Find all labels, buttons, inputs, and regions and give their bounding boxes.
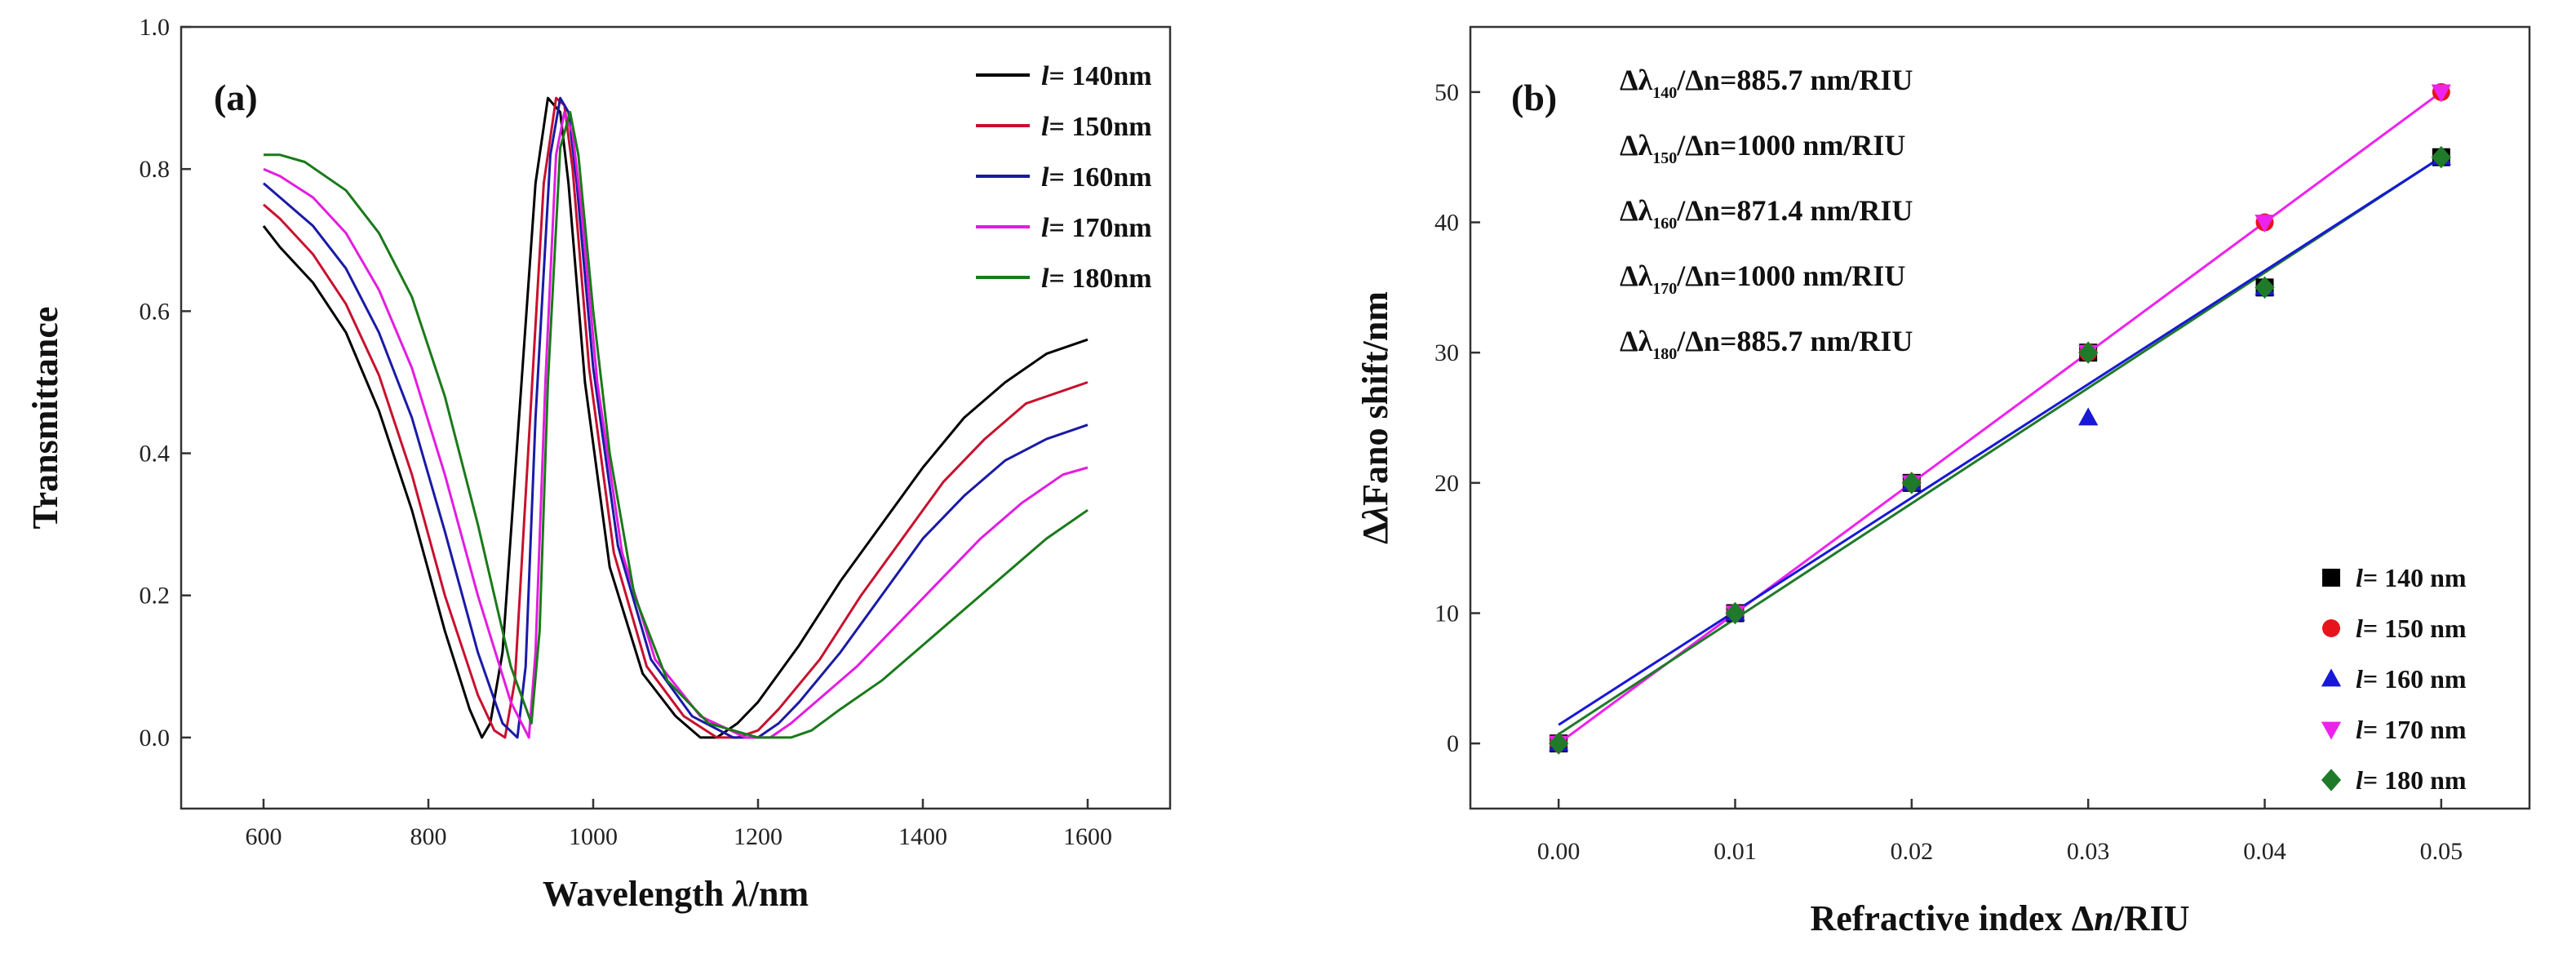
legend-entry: l= 150nm: [1041, 112, 1152, 142]
x-tick-label: 0.05: [2420, 838, 2463, 865]
series-line-3: [263, 96, 1088, 739]
legend-entry: l= 160nm: [1041, 162, 1152, 193]
y-tick-label: 1.0: [140, 14, 171, 41]
sensitivity-annotation: Δλ180/Δn=885.7 nm/RIU: [1620, 325, 1913, 363]
x-tick-label: 0.02: [1891, 838, 1934, 865]
sensitivity-annotation: Δλ140/Δn=885.7 nm/RIU: [1620, 64, 1913, 102]
fit-line-2: [1558, 156, 2442, 736]
panel-a-x-ticks: 600 800 1000 1200 1400 1600: [246, 799, 1112, 850]
data-point: [2431, 145, 2451, 169]
x-tick-label: 1400: [898, 823, 947, 850]
data-point: [2078, 407, 2099, 426]
data-point: [2255, 215, 2275, 233]
legend-marker: [2322, 569, 2340, 587]
legend-marker: [2321, 721, 2342, 740]
fit-line-3: [1558, 156, 2442, 726]
x-tick-label: 1600: [1063, 823, 1112, 850]
panel-a-legend: l= 140nm l= 150nm l= 160nm l= 170nm l= 180nm: [976, 61, 1152, 294]
y-tick-label: 0.4: [140, 441, 171, 468]
legend-entry: l= 180nm: [1041, 264, 1152, 294]
y-tick-label: 10: [1434, 601, 1459, 627]
legend-entry: l= 150 nm: [2356, 614, 2467, 643]
legend-entry: l= 140nm: [1041, 61, 1152, 91]
fit-line-1: [1558, 91, 2442, 745]
panel-b-sensitivity-annotations: Δλ140/Δn=885.7 nm/RIU Δλ150/Δn=1000 nm/RI…: [1620, 64, 1913, 363]
panel-b-fit-lines: [1558, 91, 2442, 745]
legend-entry: l= 170 nm: [2356, 715, 2467, 744]
x-tick-label: 1200: [734, 823, 783, 850]
series-line-2: [263, 96, 1088, 739]
y-tick-label: 0.8: [140, 156, 171, 183]
panel-a-plot-frame: [180, 25, 1172, 810]
x-tick-label: 0.01: [1714, 838, 1757, 865]
x-tick-label: 0.03: [2067, 838, 2110, 865]
sensitivity-annotation: Δλ150/Δn=1000 nm/RIU: [1620, 129, 1905, 167]
panel-b-fano-shift-chart: 0 10 20 30 40 50 0.00 0.01 0.02 0.03 0.04 0.05 (b)…: [1355, 25, 2531, 938]
panel-b-x-ticks: 0.00 0.01 0.02 0.03 0.04 0.05: [1537, 799, 2463, 865]
panel-b-data-points: [1549, 82, 2451, 755]
panel-b-label: (b): [1511, 77, 1557, 118]
data-point: [2255, 276, 2275, 299]
data-point: [2078, 341, 2099, 364]
series-line-1: [262, 96, 1088, 739]
legend-marker: [2321, 668, 2342, 687]
sensitivity-annotation: Δλ170/Δn=1000 nm/RIU: [1620, 259, 1905, 298]
legend-marker: [2321, 769, 2342, 791]
legend-entry: l= 170nm: [1041, 213, 1152, 243]
x-tick-label: 800: [410, 823, 447, 850]
series-line-5: [264, 111, 1088, 739]
panel-a-y-axis-label: Transmittance: [25, 307, 65, 530]
legend-marker: [2322, 619, 2340, 637]
panel-a-x-axis-label: Wavelength λ/nm: [543, 874, 809, 914]
x-tick-label: 600: [246, 823, 282, 850]
x-tick-label: 0.00: [1537, 838, 1581, 865]
panel-a-series-lines: [262, 96, 1088, 739]
series-line-4: [263, 111, 1088, 739]
legend-entry: l= 180 nm: [2356, 765, 2467, 795]
y-tick-label: 0.0: [140, 725, 171, 751]
data-point: [1725, 601, 1745, 625]
y-tick-label: 0.2: [140, 583, 171, 609]
panel-b-x-axis-label: Refractive index Δn/RIU: [1810, 898, 2189, 938]
legend-entry: l= 160 nm: [2356, 664, 2467, 694]
data-point: [2431, 84, 2451, 103]
panel-b-y-ticks: 0 10 20 30 40 50: [1434, 79, 1480, 757]
x-tick-label: 1000: [569, 823, 618, 850]
panel-b-plot-frame: [1469, 25, 2531, 810]
y-tick-label: 20: [1434, 470, 1459, 497]
y-tick-label: 50: [1434, 79, 1459, 106]
y-tick-label: 0: [1447, 730, 1459, 757]
legend-entry: l= 140 nm: [2356, 563, 2467, 592]
panel-a-label: (a): [214, 77, 258, 118]
data-point: [1549, 732, 1569, 755]
panel-a-y-ticks: 0.0 0.2 0.4 0.6 0.8 1.0: [140, 14, 191, 751]
x-tick-label: 0.04: [2243, 838, 2286, 865]
y-tick-label: 0.6: [140, 298, 171, 325]
y-tick-label: 30: [1434, 339, 1459, 366]
panel-b-y-axis-label: ΔλFano shift/nm: [1355, 291, 1395, 544]
sensitivity-annotation: Δλ160/Δn=871.4 nm/RIU: [1620, 194, 1913, 233]
y-tick-label: 40: [1434, 210, 1459, 237]
panel-b-legend: l= 140 nm l= 150 nm l= 160 nm l= 170 nm l= 1…: [2321, 563, 2467, 795]
panel-a-transmittance-chart: 0.0 0.2 0.4 0.6 0.8 1.0 600 800 1000 1200 1400 160…: [25, 14, 1172, 914]
data-point: [1901, 472, 1922, 494]
